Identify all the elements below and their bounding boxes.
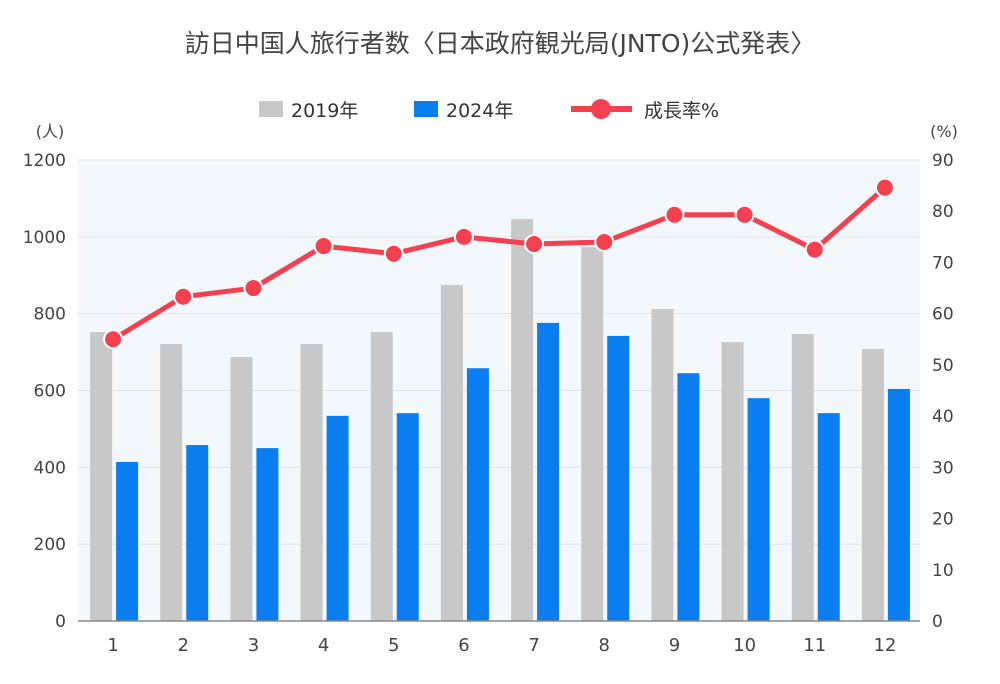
right-tick-label: 10 (932, 561, 954, 581)
right-tick-label: 90 (932, 151, 954, 171)
bar-2019 (440, 284, 463, 621)
bar-2024 (186, 445, 209, 621)
chart-title: 訪日中国人旅行者数〈日本政府観光局(JNTO)公式発表〉 (185, 29, 816, 58)
bar-2019 (651, 309, 674, 621)
right-tick-label: 30 (932, 458, 954, 478)
x-tick-label: 7 (528, 635, 539, 656)
left-tick-label: 800 (34, 305, 66, 325)
right-tick-label: 60 (932, 305, 954, 325)
bar-2019 (581, 247, 604, 622)
legend-marker-growth (591, 99, 611, 119)
growth-line (103, 177, 895, 350)
bar-2024 (466, 368, 489, 621)
left-tick-label: 0 (55, 612, 66, 632)
legend-swatch-2024 (414, 101, 438, 117)
right-tick-label: 0 (932, 612, 943, 632)
grid (78, 159, 920, 545)
growth-point (313, 236, 334, 257)
x-tick-label: 3 (248, 635, 259, 656)
x-tick-label: 9 (669, 635, 680, 656)
bar-2019 (230, 357, 253, 621)
left-tick-label: 400 (34, 458, 66, 478)
bar-2019 (370, 332, 393, 621)
bar-2024 (887, 388, 910, 621)
left-tick-label: 1200 (23, 151, 66, 171)
bar-2024 (116, 461, 139, 621)
right-tick-label: 70 (932, 253, 954, 273)
left-tick-label: 600 (34, 382, 66, 402)
bar-2024 (256, 448, 279, 621)
bar-2019 (160, 344, 183, 621)
right-tick-label: 80 (932, 202, 954, 222)
legend-label-2019: 2019年 (291, 100, 358, 122)
x-tick-label: 5 (388, 635, 399, 656)
bar-2024 (607, 335, 630, 621)
growth-point (664, 204, 685, 225)
left-tick-label: 1000 (23, 228, 66, 248)
bar-2019 (861, 349, 884, 621)
bar-2024 (537, 322, 560, 621)
right-tick-label: 20 (932, 510, 954, 530)
growth-point (103, 329, 124, 350)
legend-label-growth: 成長率% (644, 100, 719, 122)
bar-2019 (90, 332, 113, 621)
growth-point (243, 278, 264, 299)
bar-2024 (677, 373, 700, 621)
x-tick-label: 8 (599, 635, 610, 656)
bar-2019 (300, 344, 323, 621)
legend-label-2024: 2024年 (446, 100, 513, 122)
bars (90, 219, 910, 622)
growth-point (524, 234, 545, 255)
bar-2024 (326, 415, 349, 621)
growth-line-path (111, 185, 887, 342)
x-tick-label: 10 (733, 635, 756, 656)
bar-2024 (747, 398, 770, 621)
bar-2019 (721, 342, 744, 621)
bar-2019 (511, 219, 534, 621)
bar-2019 (791, 334, 814, 621)
right-tick-label: 40 (932, 407, 954, 427)
right-tick-label: 50 (932, 356, 954, 376)
legend: 2019年 2024年 成長率% (259, 99, 719, 122)
right-axis-unit: (%) (930, 122, 958, 141)
growth-point (874, 177, 895, 198)
x-tick-label: 4 (318, 635, 329, 656)
left-tick-label: 200 (34, 535, 66, 555)
bar-2024 (817, 413, 840, 621)
x-tick-label: 6 (458, 635, 469, 656)
axes: 0 200 400 600 800 1000 1200 0 10 20 30 40 50 60 70 80 90… (23, 151, 954, 656)
growth-point (594, 231, 615, 252)
growth-point (804, 239, 825, 260)
x-tick-label: 11 (803, 635, 826, 656)
x-tick-label: 1 (107, 635, 118, 656)
bar-2024 (396, 413, 419, 621)
growth-point (173, 286, 194, 307)
growth-point (383, 243, 404, 264)
growth-point (453, 226, 474, 247)
legend-swatch-2019 (259, 101, 283, 117)
growth-point (734, 204, 755, 225)
left-axis-unit: (人) (36, 122, 65, 141)
x-tick-label: 2 (178, 635, 189, 656)
x-tick-label: 12 (873, 635, 896, 656)
